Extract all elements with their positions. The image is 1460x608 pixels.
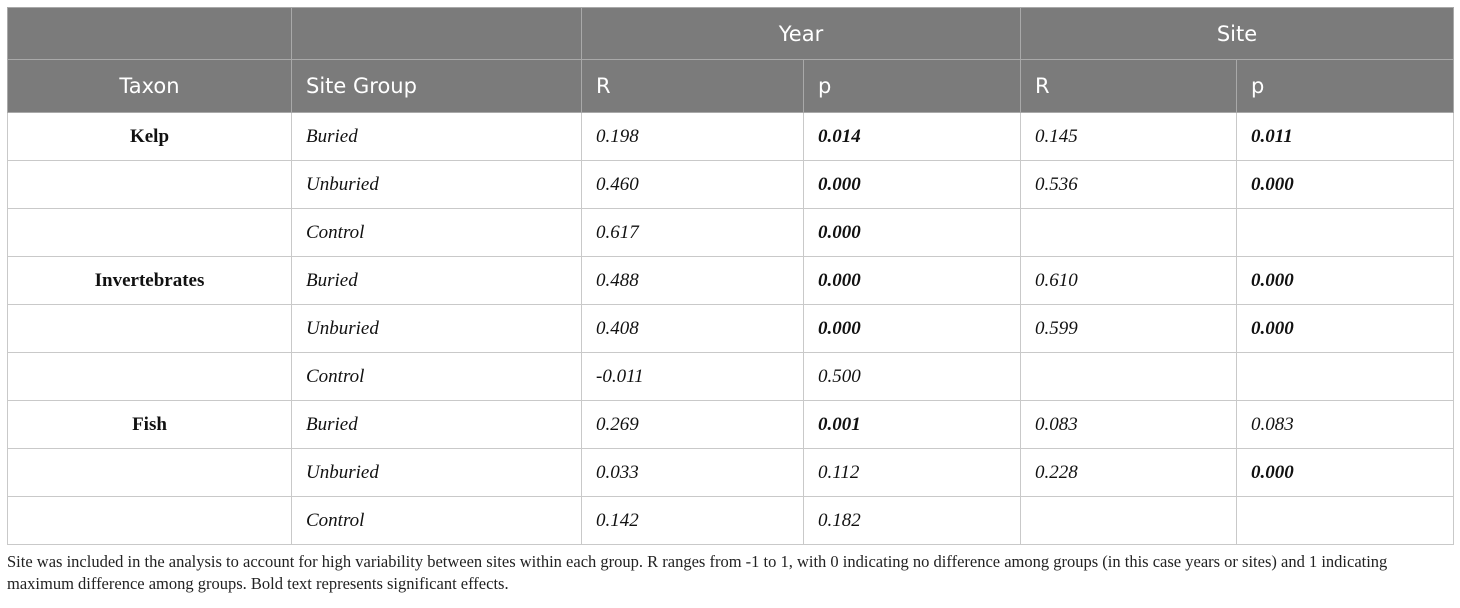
site-r-cell: 0.145 xyxy=(1020,112,1237,161)
year-r-cell: -0.011 xyxy=(581,352,804,401)
header-group-year: Year xyxy=(581,7,1021,60)
site-r-cell: 0.610 xyxy=(1020,256,1237,305)
site-p-cell: 0.083 xyxy=(1235,400,1455,449)
header-empty-cell xyxy=(291,7,582,60)
header-taxon: Taxon xyxy=(7,59,292,113)
taxon-cell xyxy=(7,496,292,545)
anosim-results-table: Year Site Taxon Site Group R p R p Kelp … xyxy=(7,7,1455,545)
site-group-cell: Unburied xyxy=(291,304,582,353)
site-p-cell: 0.011 xyxy=(1235,112,1455,161)
year-p-cell: 0.182 xyxy=(803,496,1021,545)
site-r-cell xyxy=(1020,208,1237,257)
site-group-cell: Buried xyxy=(291,256,582,305)
table-row: Control 0.617 0.000 xyxy=(7,208,1455,257)
header-group-site: Site xyxy=(1019,7,1455,60)
site-group-cell: Buried xyxy=(291,400,582,449)
year-p-cell: 0.000 xyxy=(803,256,1021,305)
table-row: Unburied 0.460 0.000 0.536 0.000 xyxy=(7,160,1455,209)
table-row: Control -0.011 0.500 xyxy=(7,352,1455,401)
year-p-cell: 0.000 xyxy=(803,304,1021,353)
site-r-cell xyxy=(1020,352,1237,401)
site-group-cell: Buried xyxy=(291,112,582,161)
year-r-cell: 0.460 xyxy=(581,160,804,209)
year-p-cell: 0.000 xyxy=(803,208,1021,257)
year-p-cell: 0.000 xyxy=(803,160,1021,209)
taxon-cell xyxy=(7,208,292,257)
year-p-cell: 0.112 xyxy=(803,448,1021,497)
site-r-cell: 0.599 xyxy=(1020,304,1237,353)
site-r-cell: 0.228 xyxy=(1020,448,1237,497)
taxon-cell xyxy=(7,304,292,353)
year-r-cell: 0.033 xyxy=(581,448,804,497)
taxon-cell xyxy=(7,448,292,497)
site-p-cell: 0.000 xyxy=(1235,160,1455,209)
taxon-cell: Invertebrates xyxy=(7,256,292,305)
header-site-r: R xyxy=(1020,59,1237,113)
taxon-cell xyxy=(7,352,292,401)
table-row: Unburied 0.408 0.000 0.599 0.000 xyxy=(7,304,1455,353)
table-row: Unburied 0.033 0.112 0.228 0.000 xyxy=(7,448,1455,497)
year-p-cell: 0.001 xyxy=(803,400,1021,449)
year-r-cell: 0.488 xyxy=(581,256,804,305)
header-year-r: R xyxy=(581,59,804,113)
site-r-cell: 0.536 xyxy=(1020,160,1237,209)
site-r-cell xyxy=(1020,496,1237,545)
header-site-group: Site Group xyxy=(291,59,582,113)
taxon-cell: Fish xyxy=(7,400,292,449)
site-group-cell: Control xyxy=(291,208,582,257)
site-p-cell xyxy=(1235,496,1455,545)
year-p-cell: 0.500 xyxy=(803,352,1021,401)
table-row: Kelp Buried 0.198 0.014 0.145 0.011 xyxy=(7,112,1455,161)
site-p-cell xyxy=(1235,208,1455,257)
taxon-cell: Kelp xyxy=(7,112,292,161)
year-r-cell: 0.408 xyxy=(581,304,804,353)
site-group-cell: Control xyxy=(291,496,582,545)
taxon-cell xyxy=(7,160,292,209)
site-group-cell: Unburied xyxy=(291,448,582,497)
site-group-cell: Control xyxy=(291,352,582,401)
year-r-cell: 0.198 xyxy=(581,112,804,161)
results-table-container: Year Site Taxon Site Group R p R p Kelp … xyxy=(7,7,1455,545)
year-r-cell: 0.269 xyxy=(581,400,804,449)
header-empty-cell xyxy=(7,7,292,60)
header-site-p: p xyxy=(1235,59,1455,113)
table-row: Fish Buried 0.269 0.001 0.083 0.083 xyxy=(7,400,1455,449)
site-p-cell xyxy=(1235,352,1455,401)
site-p-cell: 0.000 xyxy=(1235,256,1455,305)
year-r-cell: 0.617 xyxy=(581,208,804,257)
site-r-cell: 0.083 xyxy=(1020,400,1237,449)
table-row: Invertebrates Buried 0.488 0.000 0.610 0… xyxy=(7,256,1455,305)
site-p-cell: 0.000 xyxy=(1235,304,1455,353)
table-footnote: Site was included in the analysis to acc… xyxy=(7,552,1388,593)
year-r-cell: 0.142 xyxy=(581,496,804,545)
site-p-cell: 0.000 xyxy=(1235,448,1455,497)
site-group-cell: Unburied xyxy=(291,160,582,209)
table-row: Control 0.142 0.182 xyxy=(7,496,1455,545)
year-p-cell: 0.014 xyxy=(803,112,1021,161)
header-year-p: p xyxy=(803,59,1021,113)
